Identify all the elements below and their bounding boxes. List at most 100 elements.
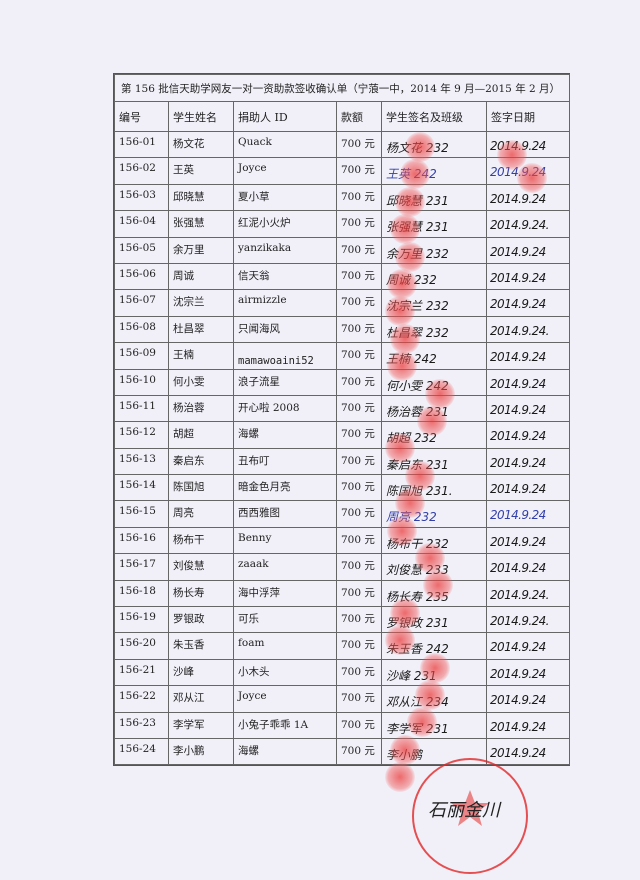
table-row: 156-18 杨长寿 海中浮萍 700 元杨长寿 235 2014.9.24. bbox=[114, 579, 571, 608]
student-name: 陈国旭 bbox=[168, 474, 234, 502]
table-row: 156-11 杨治蓉 开心啦 2008 700 元杨治蓉 231 2014.9.24 bbox=[114, 394, 571, 423]
amount: 700 元 bbox=[336, 632, 382, 660]
student-name: 秦启东 bbox=[168, 447, 234, 476]
donor-id: 浪子流星 bbox=[233, 368, 337, 396]
table-row: 156-08 杜昌翠 只闻海风 700 元杜昌翠 232 2014.9.24. bbox=[114, 315, 571, 344]
student-signature: 杜昌翠 232 bbox=[381, 315, 487, 344]
student-signature: 杨长寿 235 bbox=[381, 579, 487, 608]
donor-id: 暗金色月亮 bbox=[233, 474, 337, 502]
student-signature: 胡超 232 bbox=[381, 421, 487, 449]
student-signature: 杨治蓉 231 bbox=[381, 394, 487, 423]
amount: 700 元 bbox=[336, 579, 382, 608]
row-id: 156-04 bbox=[114, 210, 169, 238]
donor-id: 海螺 bbox=[233, 421, 337, 449]
student-signature: 罗银政 231 bbox=[381, 606, 487, 634]
table-row: 156-05 余万里 yanzikaka 700 元余万里 232 2014.9.24 bbox=[114, 236, 571, 264]
table-row: 156-02 王英 Joyce 700 元王英 242 2014.9.24 bbox=[114, 157, 571, 185]
document-title: 第 156 批信天助学网友一对一资助款签收确认单（宁蒗一中，2014 年 9 月… bbox=[113, 74, 571, 102]
table-row: 156-14 陈国旭 暗金色月亮 700 元陈国旭 231. 2014.9.24 bbox=[114, 474, 571, 502]
row-id: 156-18 bbox=[114, 579, 169, 608]
donor-id: 可乐 bbox=[233, 606, 337, 634]
student-signature: 刘俊慧 233 bbox=[381, 553, 487, 581]
row-id: 156-22 bbox=[114, 685, 169, 713]
table-row: 156-19 罗银政 可乐 700 元罗银政 231 2014.9.24. bbox=[114, 606, 571, 634]
sign-date: 2014.9.24 bbox=[485, 130, 571, 159]
table-row: 156-06 周诚 信天翁 700 元周诚 232 2014.9.24 bbox=[114, 262, 571, 291]
row-id: 156-21 bbox=[114, 658, 169, 687]
sign-date: 2014.9.24 bbox=[485, 157, 571, 185]
donor-id: airmizzle bbox=[233, 289, 337, 317]
amount: 700 元 bbox=[336, 262, 382, 291]
student-signature: 李学军 231 bbox=[381, 711, 487, 739]
donor-id: 丑布叮 bbox=[233, 447, 337, 476]
student-name: 沈宗兰 bbox=[168, 289, 234, 317]
student-name: 李学军 bbox=[168, 711, 234, 739]
column-header-amount: 款额 bbox=[336, 101, 382, 132]
table-row: 156-10 何小雯 浪子流星 700 元何小雯 242 2014.9.24 bbox=[114, 368, 571, 396]
donor-id: 小木头 bbox=[233, 658, 337, 687]
student-name: 杨文花 bbox=[168, 130, 234, 159]
student-signature: 陈国旭 231. bbox=[381, 474, 487, 502]
donor-id: zaaak bbox=[233, 553, 337, 581]
sign-date: 2014.9.24. bbox=[485, 606, 571, 634]
row-id: 156-11 bbox=[114, 394, 169, 423]
amount: 700 元 bbox=[336, 157, 382, 185]
student-name: 杜昌翠 bbox=[168, 315, 234, 344]
sign-date: 2014.9.24. bbox=[485, 579, 571, 608]
principal-signature: 石丽金川 bbox=[428, 800, 500, 821]
table-row: 156-15 周亮 西西雅图 700 元周亮 232 2014.9.24 bbox=[114, 500, 571, 528]
table-row: 156-13 秦启东 丑布叮 700 元秦启东 231 2014.9.24 bbox=[114, 447, 571, 476]
donor-id: foam bbox=[233, 632, 337, 660]
row-id: 156-13 bbox=[114, 447, 169, 476]
student-name: 王英 bbox=[168, 157, 234, 185]
table-row: 156-20 朱玉香 foam 700 元朱玉香 242 2014.9.24 bbox=[114, 632, 571, 660]
sign-date: 2014.9.24 bbox=[485, 737, 571, 766]
student-signature: 周诚 232 bbox=[381, 262, 487, 291]
amount: 700 元 bbox=[336, 447, 382, 476]
row-id: 156-17 bbox=[114, 553, 169, 581]
student-signature: 秦启东 231 bbox=[381, 447, 487, 476]
row-id: 156-06 bbox=[114, 262, 169, 291]
sign-date: 2014.9.24 bbox=[485, 394, 571, 423]
student-signature: 沙峰 231 bbox=[381, 658, 487, 687]
fingerprint-mark bbox=[385, 762, 415, 793]
sign-date: 2014.9.24 bbox=[485, 421, 571, 449]
row-id: 156-07 bbox=[114, 289, 169, 317]
donor-id: 海中浮萍 bbox=[233, 579, 337, 608]
student-name: 杨治蓉 bbox=[168, 394, 234, 423]
sign-date: 2014.9.24. bbox=[485, 315, 571, 344]
student-signature: 张强慧 231 bbox=[381, 210, 487, 238]
donor-id: Benny bbox=[233, 526, 337, 555]
student-name: 周诚 bbox=[168, 262, 234, 291]
student-name: 邓从江 bbox=[168, 685, 234, 713]
table-row: 156-17 刘俊慧 zaaak 700 元刘俊慧 233 2014.9.24 bbox=[114, 553, 571, 581]
table-row: 156-07 沈宗兰 airmizzle 700 元沈宗兰 232 2014.9.24 bbox=[114, 289, 571, 317]
sign-date: 2014.9.24 bbox=[485, 658, 571, 687]
student-name: 余万里 bbox=[168, 236, 234, 264]
row-id: 156-20 bbox=[114, 632, 169, 660]
student-signature: 邱晓慧 231 bbox=[381, 183, 487, 212]
school-seal-stamp: 石丽金川 bbox=[412, 758, 528, 874]
receipt-table: 第 156 批信天助学网友一对一资助款签收确认单（宁蒗一中，2014 年 9 月… bbox=[113, 73, 571, 767]
donor-id: 海螺 bbox=[233, 737, 337, 766]
donor-id: 只闻海风 bbox=[233, 315, 337, 344]
row-id: 156-03 bbox=[114, 183, 169, 212]
sign-date: 2014.9.24 bbox=[485, 474, 571, 502]
row-id: 156-24 bbox=[114, 737, 169, 766]
student-signature: 沈宗兰 232 bbox=[381, 289, 487, 317]
student-name: 朱玉香 bbox=[168, 632, 234, 660]
row-id: 156-02 bbox=[114, 157, 169, 185]
table-row: 156-22 邓从江 Joyce 700 元邓从江 234 2014.9.24 bbox=[114, 685, 571, 713]
student-name: 王楠 bbox=[168, 342, 234, 370]
row-id: 156-01 bbox=[114, 130, 169, 159]
sign-date: 2014.9.24 bbox=[485, 342, 571, 370]
row-id: 156-16 bbox=[114, 526, 169, 555]
sign-date: 2014.9.24 bbox=[485, 632, 571, 660]
sign-date: 2014.9.24 bbox=[485, 183, 571, 212]
student-name: 邱晓慧 bbox=[168, 183, 234, 212]
amount: 700 元 bbox=[336, 368, 382, 396]
student-signature: 杨布干 232 bbox=[381, 526, 487, 555]
amount: 700 元 bbox=[336, 289, 382, 317]
sign-date: 2014.9.24 bbox=[485, 262, 571, 291]
amount: 700 元 bbox=[336, 711, 382, 739]
